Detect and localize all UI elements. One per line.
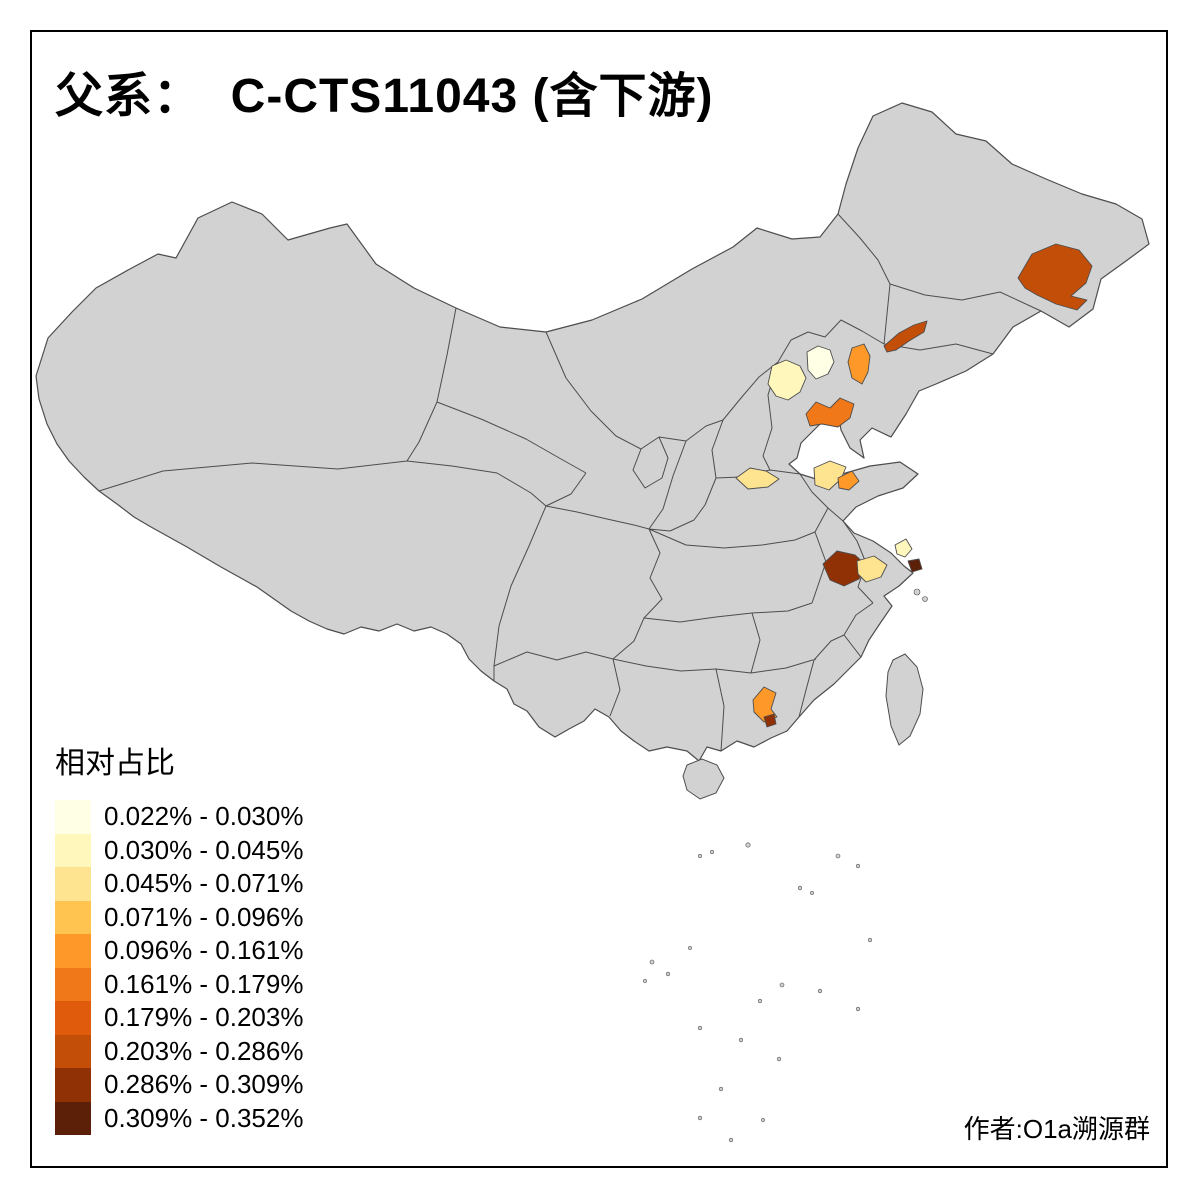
islet (810, 891, 814, 895)
legend-item: 0.096% - 0.161% (55, 934, 303, 968)
attribution-text: 作者:O1a溯源群 (963, 1114, 1150, 1144)
region-guangdong-central (752, 686, 778, 723)
map-title: 父系： C-CTS11043 (含下游) (55, 70, 714, 123)
islet (835, 853, 841, 859)
hainan-island (682, 758, 725, 800)
region-henan-east-orange (837, 470, 860, 491)
islet (776, 1056, 782, 1062)
legend-label: 0.045% - 0.071% (104, 868, 304, 899)
legend-swatch (55, 1068, 91, 1102)
region-shanghai-dark (907, 558, 923, 573)
region-jiangsu-coastal-pale (894, 538, 913, 558)
islet (665, 971, 671, 977)
region-hebei-tianjin (805, 397, 855, 428)
islet (867, 937, 873, 943)
legend-item: 0.286% - 0.309% (55, 1068, 303, 1102)
legend-item: 0.071% - 0.096% (55, 900, 304, 934)
region-jilin-east (1017, 243, 1093, 311)
islet (761, 1118, 765, 1122)
islet (697, 853, 703, 859)
region-anhui-east-pale (856, 555, 888, 583)
islet (745, 842, 751, 848)
legend-item: 0.309% - 0.352% (55, 1101, 304, 1135)
zhoushan-islet (913, 588, 921, 596)
islet (688, 946, 692, 950)
legend-label: 0.309% - 0.352% (104, 1102, 304, 1133)
legend-swatch (55, 800, 91, 834)
legend-swatch (55, 1101, 91, 1135)
legend-item: 0.179% - 0.203% (55, 1001, 303, 1035)
taiwan-island (885, 653, 924, 746)
region-bohai-west-coast (847, 343, 871, 385)
legend-label: 0.203% - 0.286% (104, 1035, 304, 1066)
legend-swatch (55, 1001, 91, 1035)
legend-swatch (55, 900, 91, 934)
islet (817, 988, 823, 994)
islet (697, 1115, 703, 1121)
legend-label: 0.030% - 0.045% (104, 834, 304, 865)
legend-item: 0.045% - 0.071% (55, 867, 303, 901)
legend-item: 0.022% - 0.030% (55, 800, 303, 834)
legend: 相对占比 0.022% - 0.030% 0.030% - 0.045% 0.045… (55, 746, 303, 1135)
islet (757, 998, 763, 1004)
legend-swatch (55, 867, 91, 901)
province-borders (98, 213, 1042, 752)
islet (718, 1086, 724, 1092)
china-mainland (35, 102, 1150, 762)
islet (779, 982, 785, 988)
region-liaoning-strip (883, 320, 928, 353)
legend-item: 0.030% - 0.045% (55, 833, 304, 867)
legend-rows: 0.022% - 0.030% 0.030% - 0.045% 0.045% - 0… (55, 800, 303, 1135)
region-shanxi-south (735, 467, 780, 490)
legend-item: 0.203% - 0.286% (55, 1034, 304, 1068)
region-beijing (806, 345, 835, 380)
islet (649, 959, 655, 965)
legend-swatch (55, 833, 91, 867)
islet (728, 1137, 734, 1143)
islet (709, 849, 715, 855)
legend-item: 0.161% - 0.179% (55, 967, 304, 1001)
legend-label: 0.022% - 0.030% (104, 801, 304, 832)
islet (738, 1037, 744, 1043)
legend-swatch (55, 1034, 91, 1068)
legend-label: 0.286% - 0.309% (104, 1069, 304, 1100)
zhoushan-islet (922, 596, 928, 602)
legend-label: 0.071% - 0.096% (104, 901, 304, 932)
legend-label: 0.161% - 0.179% (104, 968, 304, 999)
islet (697, 1025, 703, 1031)
region-guangdong-dark-spot (763, 713, 777, 728)
legend-title: 相对占比 (55, 747, 175, 780)
islet (855, 863, 861, 869)
legend-swatch (55, 934, 91, 968)
south-china-sea-islands (643, 842, 873, 1143)
region-hebei-central (767, 359, 807, 401)
legend-label: 0.179% - 0.203% (104, 1002, 304, 1033)
highlighted-regions (735, 243, 1093, 728)
legend-swatch (55, 967, 91, 1001)
islet (797, 885, 803, 891)
legend-label: 0.096% - 0.161% (104, 935, 304, 966)
islet (643, 979, 647, 983)
islands-group (682, 588, 928, 800)
islet (855, 1006, 861, 1012)
